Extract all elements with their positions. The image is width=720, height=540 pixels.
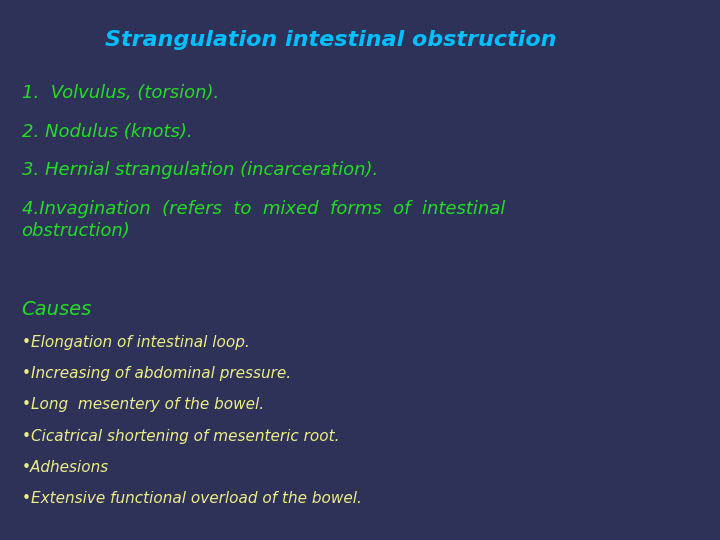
Text: Strangulation intestinal obstruction: Strangulation intestinal obstruction xyxy=(105,30,557,50)
Text: •Cicatrical shortening of mesenteric root.: •Cicatrical shortening of mesenteric roo… xyxy=(22,429,339,444)
Text: •Long  mesentery of the bowel.: •Long mesentery of the bowel. xyxy=(22,397,264,413)
Text: •Extensive functional overload of the bowel.: •Extensive functional overload of the bo… xyxy=(22,491,361,507)
Text: 4.Invagination  (refers  to  mixed  forms  of  intestinal
obstruction): 4.Invagination (refers to mixed forms of… xyxy=(22,200,505,240)
Text: 2. Nodulus (knots).: 2. Nodulus (knots). xyxy=(22,123,192,140)
Text: •Increasing of abdominal pressure.: •Increasing of abdominal pressure. xyxy=(22,366,291,381)
Text: Causes: Causes xyxy=(22,300,92,319)
Text: 3. Hernial strangulation (incarceration).: 3. Hernial strangulation (incarceration)… xyxy=(22,161,378,179)
Text: •Adhesions: •Adhesions xyxy=(22,460,109,475)
Text: 1.  Volvulus, (torsion).: 1. Volvulus, (torsion). xyxy=(22,84,219,102)
Text: •Elongation of intestinal loop.: •Elongation of intestinal loop. xyxy=(22,335,249,350)
